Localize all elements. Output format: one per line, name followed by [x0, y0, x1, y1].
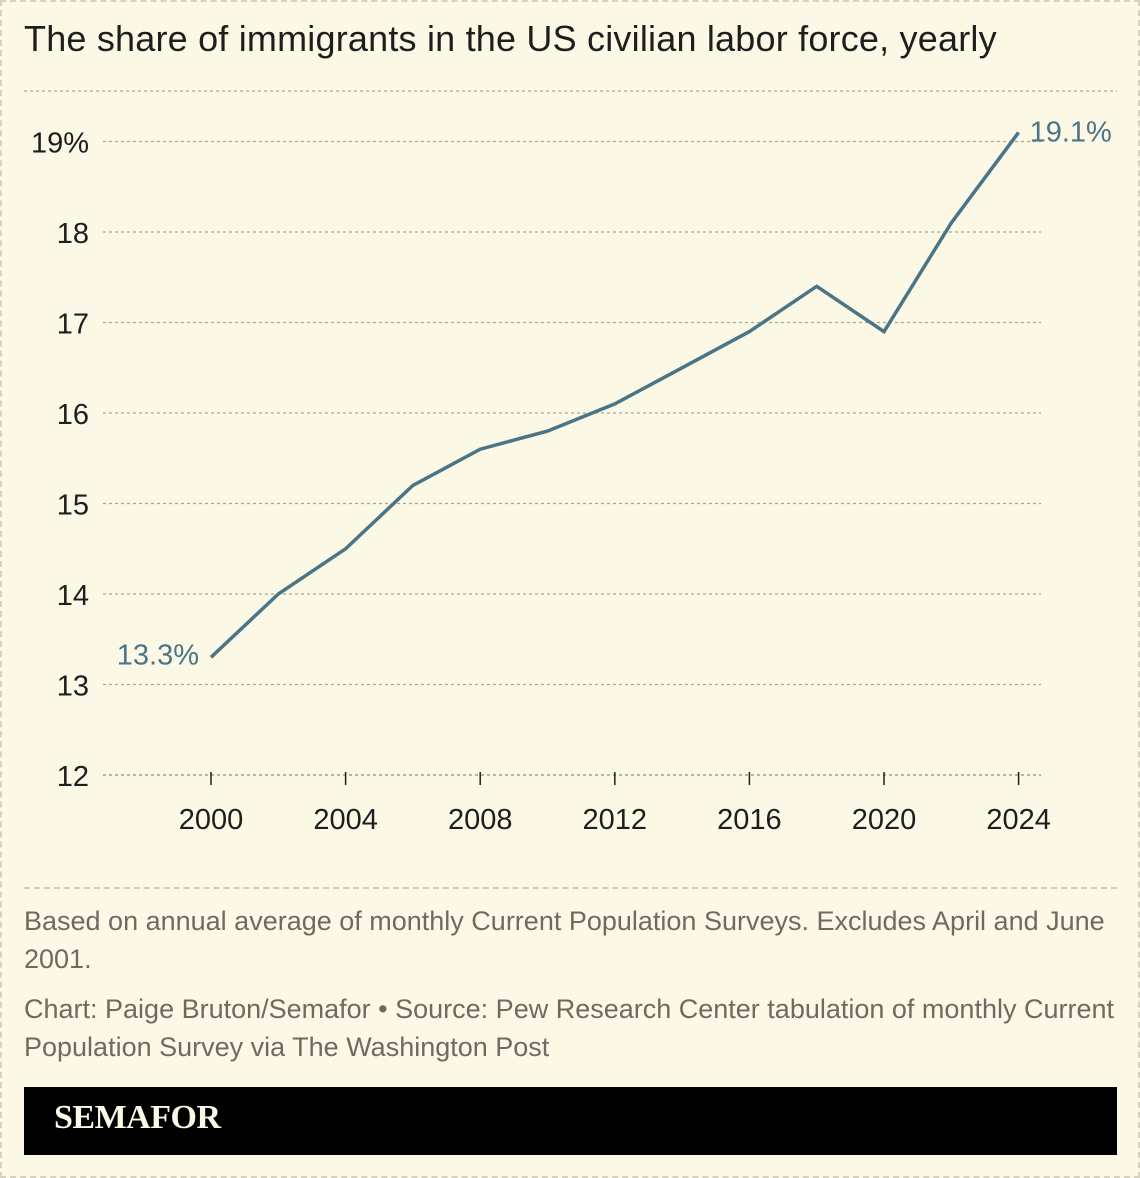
gridlines — [24, 90, 1117, 776]
y-tick-label: 18 — [57, 218, 89, 250]
data-point — [950, 221, 954, 225]
x-tick-label: 2004 — [313, 804, 378, 836]
y-tick-label: 12 — [57, 761, 89, 793]
data-point — [277, 592, 281, 596]
y-tick-label: 19% — [31, 128, 89, 160]
semafor-logo[interactable]: SEMAFOR — [54, 1099, 221, 1136]
methodology-note: Based on annual average of monthly Curre… — [24, 906, 1105, 974]
start-value-label: 13.3% — [117, 639, 199, 671]
notes-divider — [24, 887, 1117, 889]
x-tick-label: 2000 — [179, 804, 244, 836]
data-labels: 13.3% 19.1% — [117, 116, 1112, 671]
data-point — [613, 402, 617, 406]
y-tick-label: 14 — [57, 580, 89, 612]
x-tick-label: 2012 — [583, 804, 648, 836]
credit-note: Chart: Paige Bruton/Semafor • Source: Pe… — [24, 994, 1114, 1062]
end-value-label: 19.1% — [1030, 116, 1112, 148]
y-tick-label: 16 — [57, 399, 89, 431]
footer-bar: SEMAFOR — [24, 1087, 1117, 1155]
data-point — [882, 330, 886, 334]
data-point — [546, 429, 550, 433]
data-point — [209, 656, 213, 660]
data-point — [748, 330, 752, 334]
series-lines — [209, 131, 1021, 660]
data-point — [411, 484, 415, 488]
y-axis-tick-labels: 12 13 14 15 16 17 18 19% — [31, 128, 89, 794]
y-tick-label: 13 — [57, 671, 89, 703]
y-tick-label: 17 — [57, 309, 89, 341]
data-point — [680, 366, 684, 370]
x-tick-label: 2024 — [986, 804, 1051, 836]
x-tick-label: 2016 — [717, 804, 782, 836]
x-axis-ticks: 2000 2004 2008 2012 2016 2020 2024 — [179, 772, 1051, 836]
data-point — [1017, 131, 1021, 135]
chart-title: The share of immigrants in the US civili… — [24, 18, 997, 59]
y-tick-label: 15 — [57, 490, 89, 522]
immigrant-share-line — [209, 131, 1021, 659]
x-tick-label: 2020 — [852, 804, 917, 836]
x-tick-label: 2008 — [448, 804, 513, 836]
data-point — [478, 447, 482, 451]
data-point — [344, 547, 348, 551]
data-point — [815, 285, 819, 289]
